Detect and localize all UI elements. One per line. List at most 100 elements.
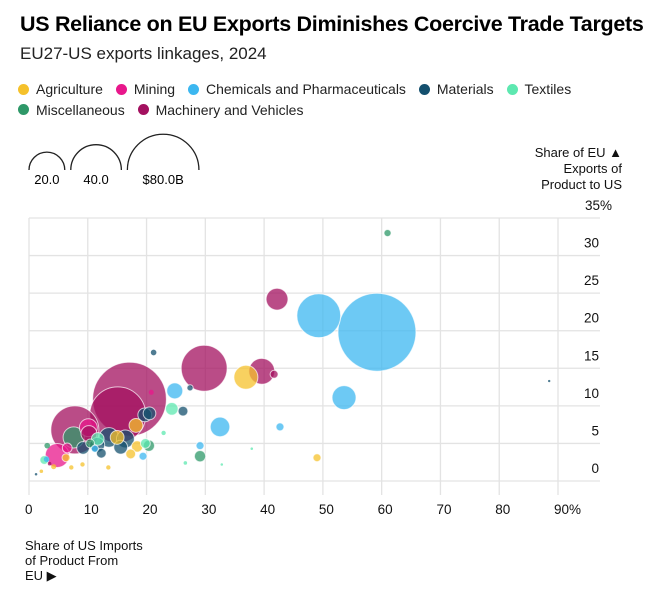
- size-legend-label: $80.0B: [143, 172, 184, 187]
- legend-dot-textiles: [506, 83, 518, 95]
- bubble-miscellaneous: [383, 228, 392, 238]
- bubble-textiles: [220, 463, 224, 466]
- bubble-chemicals-and-pharmaceuticals: [195, 441, 205, 451]
- tick-labels: 0 10 20 30 40 50 60 70 80 90% 0 5 10 15 20 25 30 35%: [25, 198, 612, 517]
- bubble-materials: [186, 384, 194, 392]
- bubble-agriculture: [128, 417, 144, 433]
- bubble-agriculture: [109, 429, 125, 445]
- bubble-agriculture: [51, 464, 57, 470]
- y-tick-label: 20: [584, 311, 599, 326]
- x-tick-label: 50: [319, 502, 334, 517]
- bubble-materials: [95, 447, 107, 459]
- y-tick-label: 0: [591, 461, 599, 476]
- legend-label: Miscellaneous: [36, 101, 125, 118]
- legend-dot-materials: [418, 83, 430, 95]
- y-tick-label: 15: [584, 348, 599, 363]
- bubble-machinery-and-vehicles: [269, 369, 279, 379]
- legend-dot-agriculture: [18, 83, 29, 95]
- size-legend-arc: [28, 151, 66, 171]
- x-tick-label: 80: [495, 502, 510, 517]
- size-legend-arc: [70, 144, 123, 171]
- legend-item-textiles: Textiles: [506, 79, 572, 99]
- x-axis-title-text: Share of US Imports of Product From EU ▶: [25, 538, 143, 583]
- size-legend-arc: [126, 133, 200, 171]
- x-tick-label: 40: [260, 502, 275, 517]
- bubble-miscellaneous: [193, 450, 207, 463]
- x-axis-title: Share of US Imports of Product From EU ▶: [25, 538, 143, 583]
- bubble-chemicals-and-pharmaceuticals: [275, 422, 285, 432]
- bubble-chemicals-and-pharmaceuticals: [90, 444, 99, 453]
- grid: [28, 217, 600, 495]
- y-tick-label: 5: [591, 423, 599, 438]
- bubble-chemicals-and-pharmaceuticals: [43, 456, 50, 463]
- bubble-materials: [34, 472, 38, 476]
- y-tick-label: 25: [584, 273, 599, 288]
- bubble-chemicals-and-pharmaceuticals: [209, 416, 231, 438]
- x-tick-label: 0: [25, 502, 33, 517]
- bubble-textiles: [139, 438, 151, 449]
- bubble-materials: [150, 349, 157, 356]
- bubble-materials: [142, 406, 157, 421]
- x-tick-label: 60: [378, 502, 393, 517]
- legend-item-materials: Materials: [418, 79, 494, 99]
- bubble-machinery-and-vehicles: [47, 461, 52, 466]
- chart-subtitle: EU27-US exports linkages, 2024: [20, 44, 267, 63]
- legend-item-miscellaneous: Miscellaneous: [18, 100, 125, 120]
- legend-label: Machinery and Vehicles: [155, 101, 304, 118]
- bubble-textiles: [161, 430, 166, 436]
- x-tick-label: 30: [201, 502, 216, 517]
- bubble-materials: [547, 379, 551, 383]
- x-tick-label: 70: [436, 502, 451, 517]
- bubble-agriculture: [80, 462, 85, 467]
- legend-label: Textiles: [524, 81, 572, 97]
- bubble-agriculture: [233, 364, 259, 390]
- bubble-mining: [61, 442, 73, 454]
- x-tick-label: 20: [143, 502, 158, 517]
- y-tick-label: 35%: [585, 198, 612, 213]
- chart-title: US Reliance on EU Exports Diminishes Coe…: [20, 12, 644, 36]
- legend-label: Mining: [133, 81, 176, 97]
- size-legend-label: 20.0: [34, 172, 59, 187]
- y-tick-label: 10: [584, 386, 599, 401]
- legend-label: Chemicals and Pharmaceuticals: [205, 81, 406, 97]
- bubble-chemicals-and-pharmaceuticals: [138, 451, 148, 461]
- legend-dot-miscellaneous: [18, 104, 29, 115]
- legend-label: Materials: [436, 81, 494, 97]
- bubble-materials: [177, 405, 189, 417]
- bubble-agriculture: [39, 469, 44, 474]
- bubble-textiles: [165, 402, 179, 416]
- color-legend: Agriculture Mining Chemicals and Pharmac…: [18, 79, 638, 120]
- x-tick-label: 10: [84, 502, 99, 517]
- bubble-chemicals-and-pharmaceuticals: [337, 292, 417, 372]
- bubble-chemicals-and-pharmaceuticals: [331, 385, 357, 411]
- y-axis-title-text: Share of EU ▲ Exports of Product to US: [534, 145, 622, 192]
- size-legend-label: 40.0: [83, 172, 108, 187]
- bubble-chemicals-and-pharmaceuticals: [166, 382, 184, 400]
- bubble-agriculture: [312, 453, 322, 463]
- bubbles: [34, 228, 551, 476]
- bubble-agriculture: [125, 448, 137, 460]
- legend-item-chemicals: Chemicals and Pharmaceuticals: [187, 79, 406, 99]
- y-tick-label: 30: [584, 236, 599, 251]
- bubble-miscellaneous: [44, 442, 51, 449]
- legend-item-agriculture: Agriculture: [18, 79, 103, 99]
- legend-item-mining: Mining: [115, 79, 176, 99]
- bubble-textiles: [183, 461, 188, 465]
- legend-dot-chemicals: [187, 83, 199, 95]
- bubble-textiles: [250, 447, 254, 450]
- bubble-agriculture: [69, 465, 74, 470]
- x-tick-label: 90%: [554, 502, 581, 517]
- bubble-agriculture: [61, 453, 71, 463]
- bubble-mining: [148, 389, 154, 395]
- legend-dot-machinery: [137, 104, 149, 115]
- bubble-machinery-and-vehicles: [265, 287, 289, 311]
- bubble-machinery-and-vehicles: [180, 344, 228, 392]
- size-legend: 20.0 40.0 $80.0B: [28, 133, 200, 187]
- legend-item-machinery: Machinery and Vehicles: [137, 100, 304, 120]
- bubble-chemicals-and-pharmaceuticals: [296, 293, 342, 339]
- y-axis-title: Share of EU ▲ Exports of Product to US: [535, 145, 622, 193]
- legend-label: Agriculture: [36, 81, 103, 97]
- bubble-agriculture: [106, 465, 111, 470]
- legend-dot-mining: [115, 83, 127, 95]
